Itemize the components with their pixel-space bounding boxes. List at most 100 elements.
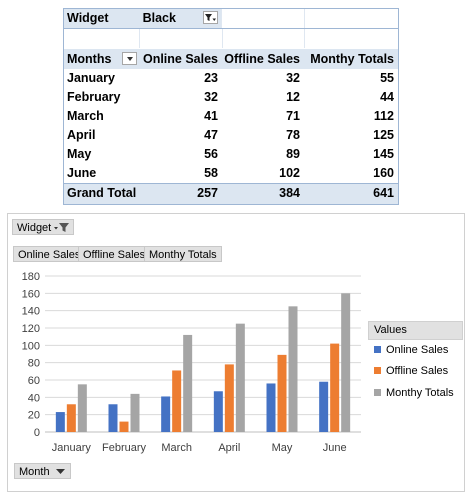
col-header-offline: Offline Sales xyxy=(224,52,300,66)
bar-monthy-totals[interactable] xyxy=(183,334,193,432)
bar-online-sales[interactable] xyxy=(55,412,65,432)
pivot-blank-row xyxy=(64,29,398,48)
legend-item-totals: Monthy Totals xyxy=(374,386,454,400)
legend-swatch xyxy=(374,367,381,374)
legend-label: Offline Sales xyxy=(386,365,449,377)
filter-funnel-icon xyxy=(54,223,70,232)
cell-total: 125 xyxy=(373,128,394,142)
empty-cell xyxy=(303,9,398,28)
grand-total-label: Grand Total xyxy=(67,186,137,200)
y-tick-label: 180 xyxy=(22,271,40,283)
pivot-filter-row: Widget Black xyxy=(64,9,398,29)
filter-field-label: Widget xyxy=(67,11,109,25)
cell-total: 145 xyxy=(373,147,394,161)
y-tick-label: 100 xyxy=(22,340,40,352)
chart-legend: Values Online Sales Offline Sales Monthy… xyxy=(368,321,463,407)
x-tick-label: May xyxy=(272,442,293,454)
y-tick-label: 20 xyxy=(28,410,40,422)
axis-field-label: Month xyxy=(19,466,50,478)
x-tick-label: April xyxy=(218,442,240,454)
bar-online-sales[interactable] xyxy=(108,404,118,432)
filter-dropdown-button[interactable] xyxy=(202,11,218,24)
bar-online-sales[interactable] xyxy=(213,391,223,432)
y-tick-label: 120 xyxy=(22,323,40,335)
y-tick-label: 0 xyxy=(34,427,40,439)
cell-online: 32 xyxy=(204,90,218,104)
bar-offline-sales[interactable] xyxy=(330,343,340,432)
legend-swatch xyxy=(374,346,381,353)
x-tick-label: March xyxy=(161,442,192,454)
table-row: April 47 78 125 xyxy=(64,126,398,145)
bar-offline-sales[interactable] xyxy=(119,421,129,432)
y-tick-label: 60 xyxy=(28,375,40,387)
legend-label: Monthy Totals xyxy=(386,387,454,399)
cell-online: 58 xyxy=(204,166,218,180)
y-tick-label: 140 xyxy=(22,306,40,318)
chevron-down-icon xyxy=(55,469,65,474)
bar-monthy-totals[interactable] xyxy=(130,393,140,432)
col-header-online: Online Sales xyxy=(142,52,218,66)
bar-offline-sales[interactable] xyxy=(224,364,234,432)
bar-monthy-totals[interactable] xyxy=(235,323,245,432)
row-label: February xyxy=(67,90,121,104)
legend-item-offline: Offline Sales xyxy=(374,364,448,378)
grand-total-online: 257 xyxy=(197,186,218,200)
x-tick-label: January xyxy=(52,442,92,454)
empty-cell xyxy=(221,9,304,28)
cell-online: 23 xyxy=(204,71,218,85)
x-tick-label: June xyxy=(323,442,347,454)
bar-online-sales[interactable] xyxy=(319,381,329,432)
row-label: March xyxy=(67,109,104,123)
y-tick-label: 40 xyxy=(28,392,40,404)
value-button-totals[interactable]: Monthy Totals xyxy=(144,246,222,262)
months-dropdown-button[interactable] xyxy=(122,52,137,65)
row-label: January xyxy=(67,71,115,85)
row-label: June xyxy=(67,166,97,180)
table-row: February 32 12 44 xyxy=(64,88,398,107)
cell-offline: 71 xyxy=(286,109,300,123)
bar-offline-sales[interactable] xyxy=(277,354,287,432)
bar-offline-sales[interactable] xyxy=(172,370,182,432)
table-row: March 41 71 112 xyxy=(64,107,398,126)
grand-total-totals: 641 xyxy=(373,186,394,200)
filter-value-cell[interactable]: Black xyxy=(140,9,222,28)
legend-label: Online Sales xyxy=(386,344,449,356)
row-field-header[interactable]: Months xyxy=(64,49,140,69)
bar-offline-sales[interactable] xyxy=(66,404,76,432)
bar-online-sales[interactable] xyxy=(266,383,276,432)
cell-offline: 78 xyxy=(286,128,300,142)
pivot-chart[interactable]: Widget Online Sales Offline Sales Monthy… xyxy=(7,213,465,492)
bar-monthy-totals[interactable] xyxy=(77,384,87,432)
cell-online: 56 xyxy=(204,147,218,161)
cell-offline: 102 xyxy=(279,166,300,180)
row-field-label: Months xyxy=(67,52,112,66)
col-header-totals: Monthy Totals xyxy=(310,52,394,66)
chart-filter-label: Widget xyxy=(17,222,52,234)
row-label: April xyxy=(67,128,96,142)
cell-total: 160 xyxy=(373,166,394,180)
axis-field-button[interactable]: Month xyxy=(14,463,71,479)
bar-online-sales[interactable] xyxy=(161,396,171,432)
chevron-down-icon xyxy=(127,57,133,61)
cell-offline: 32 xyxy=(286,71,300,85)
pivot-table: Widget Black Months Online Sales xyxy=(63,8,399,205)
bar-monthy-totals[interactable] xyxy=(288,306,298,432)
filter-funnel-icon xyxy=(204,14,216,21)
grand-total-offline: 384 xyxy=(279,186,300,200)
legend-item-online: Online Sales xyxy=(374,343,448,357)
legend-swatch xyxy=(374,389,381,396)
cell-total: 112 xyxy=(373,109,394,123)
value-button-online[interactable]: Online Sales xyxy=(13,246,86,262)
y-tick-label: 80 xyxy=(28,358,40,370)
cell-total: 55 xyxy=(380,71,394,85)
bar-monthy-totals[interactable] xyxy=(341,293,351,432)
table-row: May 56 89 145 xyxy=(64,145,398,164)
cell-online: 47 xyxy=(204,128,218,142)
row-label: May xyxy=(67,147,92,161)
pivot-header-row: Months Online Sales Offline Sales Monthy… xyxy=(64,49,398,69)
chart-filter-button[interactable]: Widget xyxy=(12,219,75,235)
filter-value: Black xyxy=(142,11,176,25)
x-tick-label: February xyxy=(102,442,147,454)
bar-chart-plot: 0 20 40 60 80 100 120 140 160 180 January February… xyxy=(22,271,361,454)
table-row: January 23 32 55 xyxy=(64,69,398,88)
